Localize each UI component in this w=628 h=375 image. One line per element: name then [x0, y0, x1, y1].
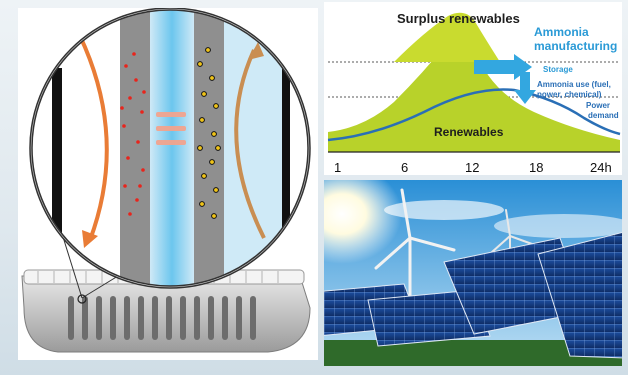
- chart-graphic: [327, 12, 621, 153]
- x-tick-24h: 24h: [590, 160, 612, 175]
- demand-label: demand: [588, 111, 619, 120]
- ammonia-use-label: Ammonia use (fuel,: [537, 80, 611, 89]
- ammonia-arrows: [474, 54, 536, 104]
- x-tick-18: 18: [529, 160, 544, 175]
- sun-icon: [324, 180, 402, 264]
- battery-illustration: [18, 8, 318, 360]
- x-tick-1: 1: [334, 160, 342, 175]
- wind-turbine-icon: [374, 188, 456, 332]
- surplus-area: [394, 12, 500, 63]
- cell-cross-section: [32, 10, 308, 286]
- manufacturing-label: manufacturing: [534, 39, 618, 53]
- solar-panel-icon: [324, 231, 622, 359]
- ammonia-label: Ammonia: [534, 25, 589, 39]
- zoom-marker: [77, 294, 87, 304]
- surplus-renewables-label: Surplus renewables: [397, 11, 520, 26]
- solar-wind-illustration: [324, 180, 622, 366]
- power-demand-line: [327, 88, 621, 142]
- ammonia-use-label-2: power, chemical): [537, 90, 602, 99]
- renewables-label: Renewables: [434, 125, 504, 139]
- power-label: Power: [586, 101, 611, 110]
- storage-label: Storage: [543, 65, 573, 74]
- x-tick-12: 12: [465, 160, 480, 175]
- battery-cell-diagram: [21, 8, 311, 353]
- solar-wind-photo: [324, 180, 622, 366]
- renewables-ammonia-chart: Surplus renewables Ammonia manufacturing…: [324, 2, 622, 175]
- x-tick-6: 6: [401, 160, 409, 175]
